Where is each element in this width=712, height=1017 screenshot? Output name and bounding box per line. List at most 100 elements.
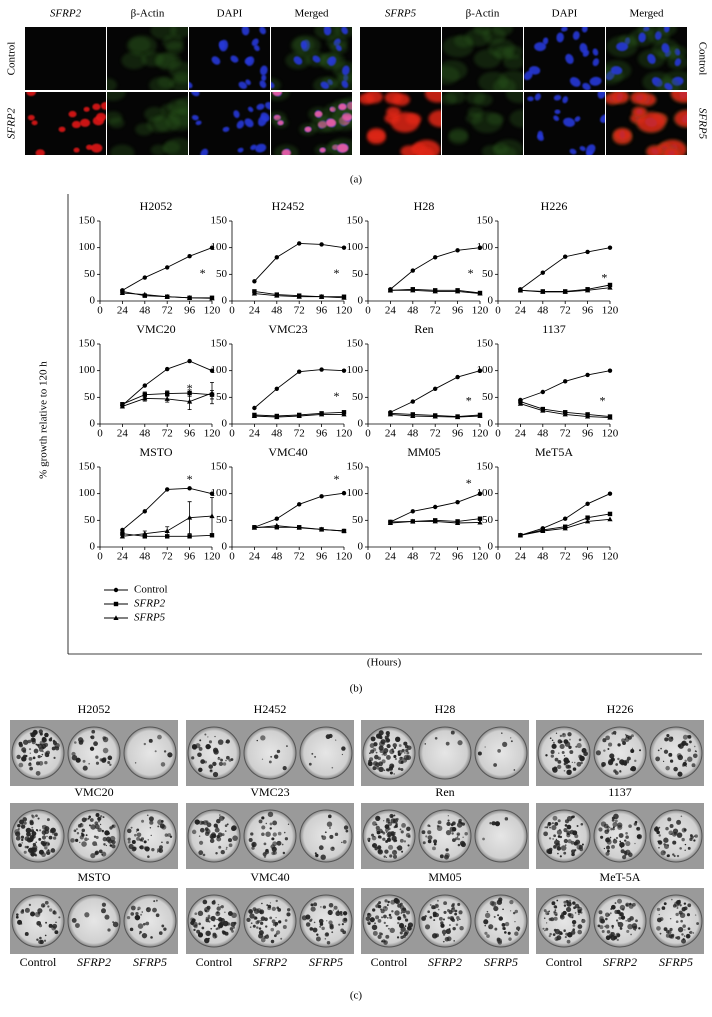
colony: [226, 755, 230, 760]
colony: [284, 919, 288, 922]
actin: [149, 77, 173, 90]
colony: [270, 927, 275, 932]
cells: [606, 27, 687, 90]
colony: [693, 839, 696, 842]
plate-group: H28: [361, 702, 529, 786]
sfrp-signal: [674, 110, 687, 128]
nucleus: [211, 56, 221, 65]
colony: [396, 846, 399, 849]
colony: [629, 902, 632, 906]
colony: [157, 734, 162, 740]
colony: [35, 770, 41, 776]
annotation: *: [601, 270, 607, 284]
point: [187, 534, 192, 539]
sfrp-signal: [400, 145, 418, 155]
colony: [510, 740, 513, 743]
colony: [385, 924, 388, 927]
colony: [421, 916, 427, 921]
colony: [685, 742, 689, 746]
condition-label: SFRP2: [428, 955, 462, 969]
sfrp-signal: [83, 106, 90, 112]
colony: [202, 899, 208, 905]
colony: [654, 826, 659, 832]
colony: [399, 931, 403, 935]
colony: [559, 835, 563, 839]
colony: [141, 911, 143, 913]
colony: [224, 911, 226, 913]
colony: [51, 746, 56, 751]
colony: [617, 743, 621, 747]
colony: [213, 924, 216, 927]
colony: [389, 771, 393, 775]
nucleus: [553, 115, 560, 121]
colony: [562, 910, 567, 916]
colony: [616, 822, 623, 828]
dish: [67, 894, 121, 948]
colony: [258, 933, 264, 939]
point: [410, 509, 415, 514]
colony: [19, 819, 25, 825]
colony: [675, 912, 679, 917]
colony: [551, 822, 554, 825]
colony: [28, 756, 33, 761]
colony: [445, 741, 450, 746]
point: [455, 288, 461, 294]
colony: [613, 730, 617, 735]
x-tick-label: 120: [602, 551, 619, 563]
colony: [610, 932, 612, 934]
colony: [392, 750, 395, 753]
y-tick-label: 50: [84, 268, 96, 280]
colony: [625, 919, 627, 922]
colony: [554, 909, 557, 911]
colony: [145, 921, 150, 926]
sfrp-signal: [92, 103, 101, 111]
colony: [556, 899, 559, 902]
point: [119, 403, 125, 409]
colony: [134, 914, 141, 921]
colony: [625, 835, 629, 839]
colony: [139, 933, 141, 935]
annotation: *: [187, 381, 193, 395]
colony: [433, 839, 438, 844]
colony: [395, 839, 398, 842]
colony: [566, 906, 572, 913]
point: [297, 502, 302, 507]
colony: [204, 937, 210, 944]
colony: [265, 822, 267, 825]
colony: [543, 917, 546, 919]
colony: [155, 913, 160, 918]
legend-marker: [113, 587, 119, 593]
colony: [375, 825, 380, 830]
colony: [278, 920, 282, 924]
colony: [70, 838, 75, 843]
colony: [16, 754, 21, 760]
colony: [655, 756, 661, 762]
colony: [136, 832, 142, 838]
colony: [672, 828, 679, 834]
colony: [438, 916, 443, 921]
colony: [459, 918, 461, 921]
colony: [341, 923, 344, 926]
point: [387, 287, 393, 293]
colony: [397, 750, 401, 754]
colony: [252, 924, 256, 928]
colony: [320, 854, 326, 860]
colony: [84, 912, 90, 918]
colony: [228, 843, 233, 848]
x-tick-label: 24: [249, 305, 261, 317]
nucleus: [554, 109, 561, 115]
colony: [137, 909, 139, 911]
colony: [576, 825, 579, 827]
colony: [669, 917, 672, 920]
colony: [271, 851, 276, 856]
point: [607, 245, 613, 250]
colony: [405, 748, 409, 753]
cell-line-label: MM05: [428, 870, 461, 884]
point: [296, 293, 302, 299]
colony: [343, 917, 348, 922]
colony: [134, 833, 137, 837]
actin: [107, 78, 118, 90]
point: [187, 514, 193, 520]
colony: [664, 737, 669, 742]
colony: [29, 762, 32, 765]
